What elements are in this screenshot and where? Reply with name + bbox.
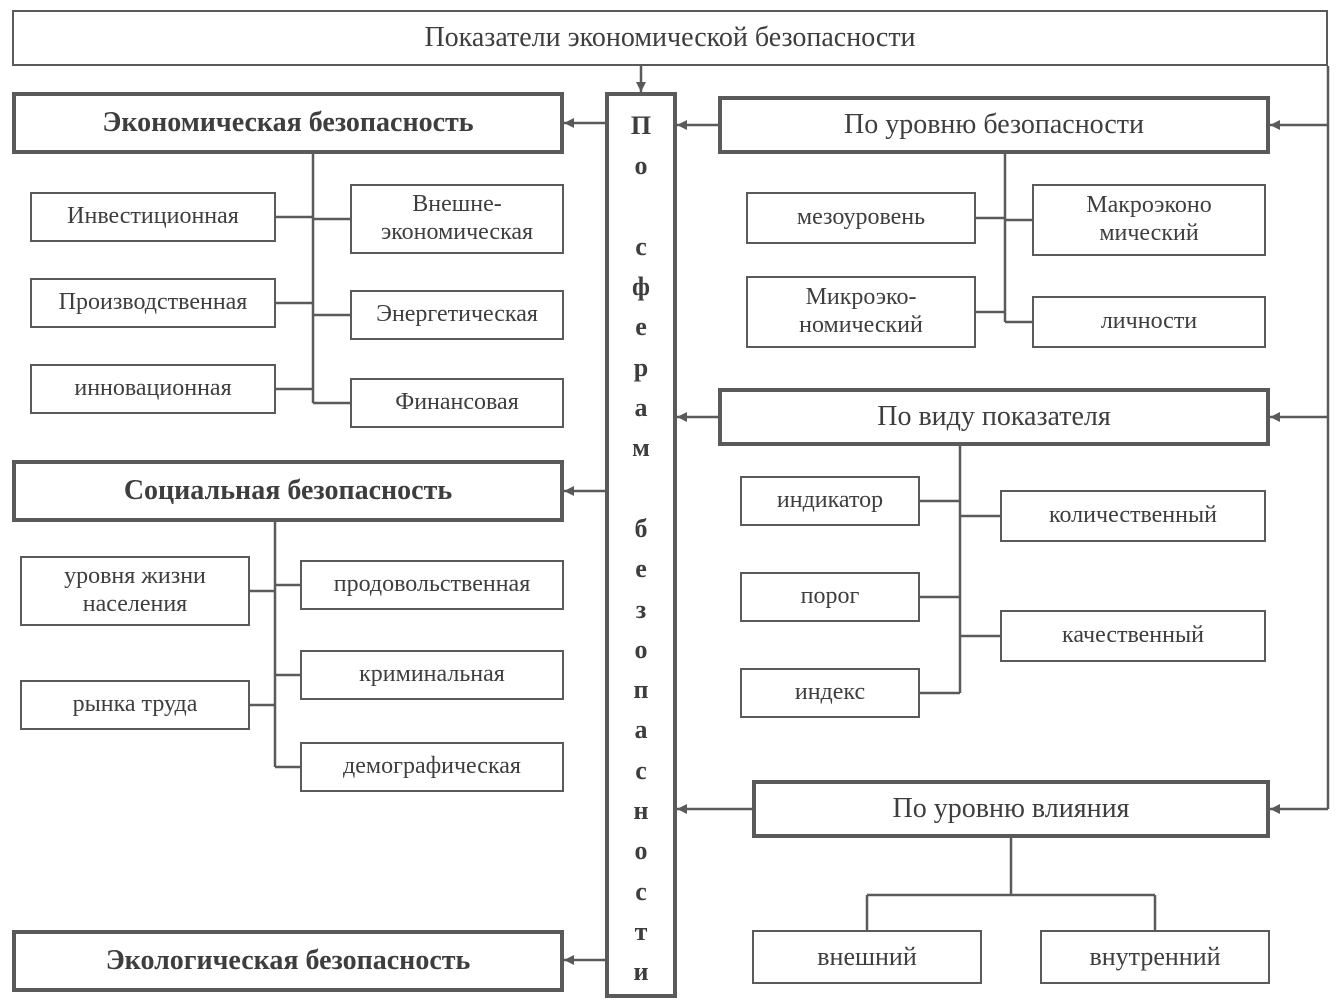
node-soc_hdr: Социальная безопасность — [12, 460, 564, 522]
node-econ_l3: инновационная — [30, 364, 276, 414]
node-soc_l1: уровня жизнинаселения — [20, 556, 250, 626]
node-econ_hdr: Экономическая безопасность — [12, 92, 564, 154]
node-spine: По сферам безопасности — [605, 92, 677, 998]
node-kind_e: качественный — [1000, 610, 1266, 662]
node-infl_b: внутренний — [1040, 930, 1270, 984]
node-kind_d: количественный — [1000, 490, 1266, 542]
node-econ_r2: Энергетическая — [350, 290, 564, 340]
node-soc_r1: продовольственная — [300, 560, 564, 610]
node-lvl_c: Макроэкономический — [1032, 184, 1266, 256]
node-lvl_a: мезоуровень — [746, 192, 976, 244]
node-lvl_b: Микроэко-номический — [746, 276, 976, 348]
node-soc_l2: рынка труда — [20, 680, 250, 730]
node-econ_r3: Финансовая — [350, 378, 564, 428]
node-kind_c: индекс — [740, 668, 920, 718]
node-soc_r2: криминальная — [300, 650, 564, 700]
node-kind_hdr: По виду показателя — [718, 388, 1270, 446]
node-kind_b: порог — [740, 572, 920, 622]
node-lvl_d: личности — [1032, 296, 1266, 348]
node-soc_r3: демографическая — [300, 742, 564, 792]
node-infl_a: внешний — [752, 930, 982, 984]
node-lvl_hdr: По уровню безопасности — [718, 96, 1270, 154]
node-title: Показатели экономической безопасности — [12, 10, 1328, 66]
node-econ_l1: Инвестиционная — [30, 192, 276, 242]
node-econ_l2: Производственная — [30, 278, 276, 328]
node-kind_a: индикатор — [740, 476, 920, 526]
diagram-stage: Показатели экономической безопасности По … — [0, 0, 1340, 1007]
node-econ_r1: Внешне-экономическая — [350, 184, 564, 254]
node-infl_hdr: По уровню влияния — [752, 780, 1270, 838]
node-ecol_hdr: Экологическая безопасность — [12, 930, 564, 992]
